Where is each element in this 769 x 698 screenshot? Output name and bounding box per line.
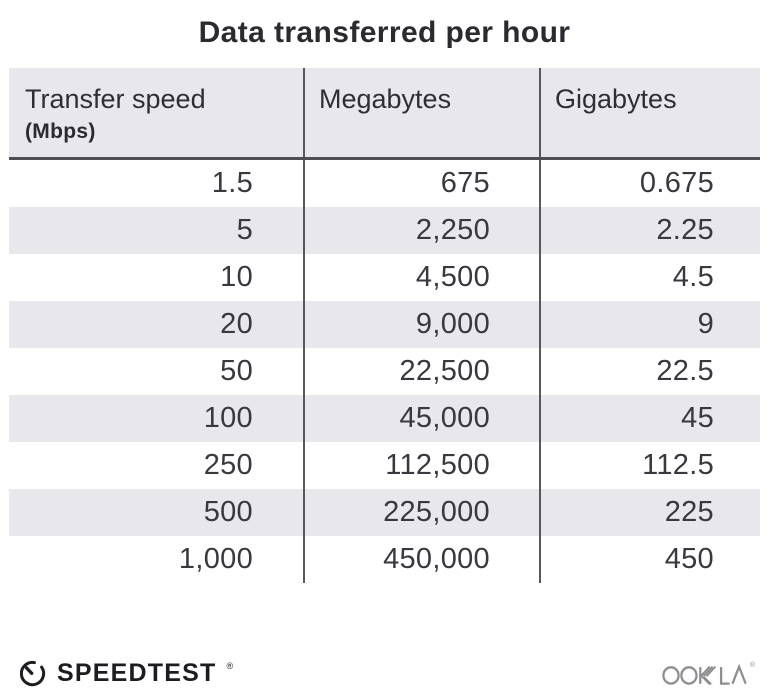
table-row: 50 22,500 22.5: [9, 348, 760, 395]
table-row: 10 4,500 4.5: [9, 254, 760, 301]
table-cell: 500: [203, 496, 253, 528]
table-cell: 4,500: [303, 254, 539, 301]
table-cell: 45,000: [303, 395, 539, 442]
table-row: 500 225,000 225: [9, 489, 760, 536]
table-cell: 2,250: [303, 207, 539, 254]
ookla-wordmark-icon: [662, 662, 749, 687]
column-header-gigabytes: Gigabytes: [539, 68, 760, 157]
table-cell: 5: [236, 214, 253, 246]
table-cell: 9: [539, 301, 760, 348]
table-header: Transfer speed (Mbps) Megabytes Gigabyte…: [9, 68, 760, 160]
table-body: 1.5 675 0.675 5 2,250 2.25 10 4,500 4.5 20 9,000 9 5…: [9, 160, 760, 583]
page-title: Data transferred per hour: [198, 16, 571, 49]
ookla-registered-mark: ®: [749, 662, 755, 669]
footer: SPEEDTEST ® ®: [0, 646, 769, 698]
speedtest-wordmark: SPEEDTEST: [57, 659, 217, 687]
table-cell: 225: [539, 489, 760, 536]
table-cell: 45: [539, 395, 760, 442]
table-cell: 2.25: [539, 207, 760, 254]
column-header-unit: (Mbps): [25, 120, 96, 143]
speedtest-registered-mark: ®: [226, 660, 234, 671]
column-header-megabytes: Megabytes: [303, 68, 539, 157]
table-cell: 250: [203, 449, 253, 481]
data-table: Transfer speed (Mbps) Megabytes Gigabyte…: [9, 68, 760, 583]
table-cell: 100: [203, 402, 253, 434]
table-cell: 4.5: [539, 254, 760, 301]
ookla-logo: ®: [662, 662, 755, 687]
table-cell: 9,000: [303, 301, 539, 348]
table-row: 1,000 450,000 450: [9, 536, 760, 583]
table-row: 5 2,250 2.25: [9, 207, 760, 254]
table-row: 20 9,000 9: [9, 301, 760, 348]
table-row: 1.5 675 0.675: [9, 160, 760, 207]
table-cell: 112.5: [539, 442, 760, 489]
table-cell: 450,000: [303, 536, 539, 583]
table-row: 100 45,000 45: [9, 395, 760, 442]
table-cell: 0.675: [539, 160, 760, 207]
table-cell: 225,000: [303, 489, 539, 536]
speedtest-gauge-icon: [17, 658, 48, 689]
table-cell: 675: [303, 160, 539, 207]
table-cell: 450: [539, 536, 760, 583]
column-header-label: Transfer speed: [25, 84, 206, 114]
table-cell: 20: [220, 308, 253, 340]
column-header-transfer-speed: Transfer speed (Mbps): [9, 68, 303, 157]
table-cell: 1.5: [211, 167, 253, 199]
table-cell: 1,000: [178, 543, 253, 575]
speedtest-logo: SPEEDTEST ®: [17, 658, 234, 689]
table-cell: 22.5: [539, 348, 760, 395]
table-cell: 10: [220, 261, 253, 293]
table-cell: 112,500: [303, 442, 539, 489]
table-cell: 22,500: [303, 348, 539, 395]
table-cell: 50: [220, 355, 253, 387]
table-row: 250 112,500 112.5: [9, 442, 760, 489]
